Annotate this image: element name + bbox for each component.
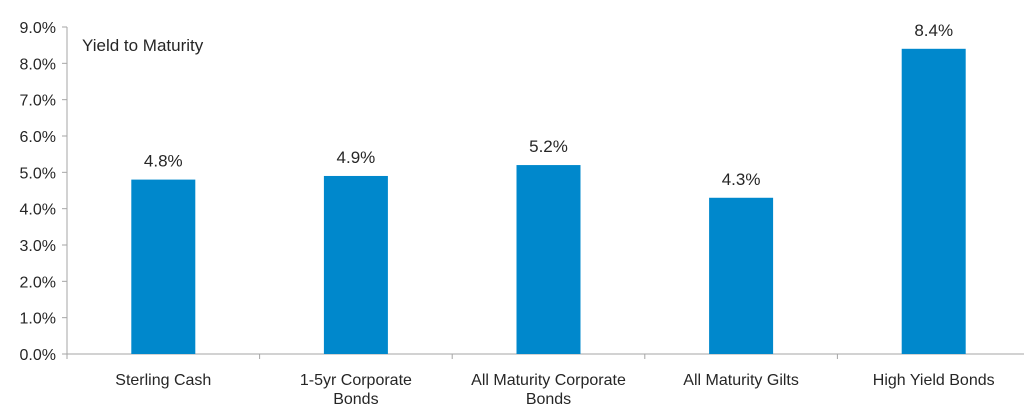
- bar: [131, 179, 196, 354]
- bars: [131, 48, 966, 355]
- x-tick-label: Sterling Cash: [115, 372, 211, 389]
- data-label: 4.9%: [337, 148, 376, 167]
- axes: 0.0% 1.0% 2.0% 3.0% 4.0% 5.0% 6.0% 7.0% 8.0% 9.0%: [20, 20, 1024, 364]
- data-labels: 4.8% 4.9% 5.2% 4.3% 8.4%: [144, 21, 953, 189]
- bar: [516, 165, 581, 354]
- data-label: 4.3%: [722, 170, 761, 189]
- y-tick-label: 9.0%: [20, 20, 56, 37]
- data-label: 8.4%: [914, 21, 953, 40]
- y-tick-label: 1.0%: [20, 311, 56, 328]
- y-tick-label: 6.0%: [20, 129, 56, 146]
- x-tick-label: All Maturity Corporate Bonds: [471, 372, 626, 408]
- bar: [323, 175, 388, 354]
- data-label: 5.2%: [529, 137, 568, 156]
- y-tick-label: 0.0%: [20, 347, 56, 364]
- x-axis-labels: Sterling Cash 1-5yr Corporate Bonds All Mat…: [115, 372, 994, 408]
- x-tick-label: High Yield Bonds: [873, 372, 995, 389]
- bar: [901, 48, 966, 355]
- data-label: 4.8%: [144, 152, 183, 171]
- bar: [709, 197, 774, 354]
- y-tick-label: 5.0%: [20, 165, 56, 182]
- y-tick-label: 7.0%: [20, 93, 56, 110]
- chart-title: Yield to Maturity: [82, 36, 204, 55]
- y-tick-label: 4.0%: [20, 202, 56, 219]
- x-tick-label: All Maturity Gilts: [683, 372, 799, 389]
- y-tick-label: 8.0%: [20, 56, 56, 73]
- y-tick-label: 3.0%: [20, 238, 56, 255]
- y-tick-label: 2.0%: [20, 274, 56, 291]
- x-tick-label: 1-5yr Corporate Bonds: [300, 372, 412, 408]
